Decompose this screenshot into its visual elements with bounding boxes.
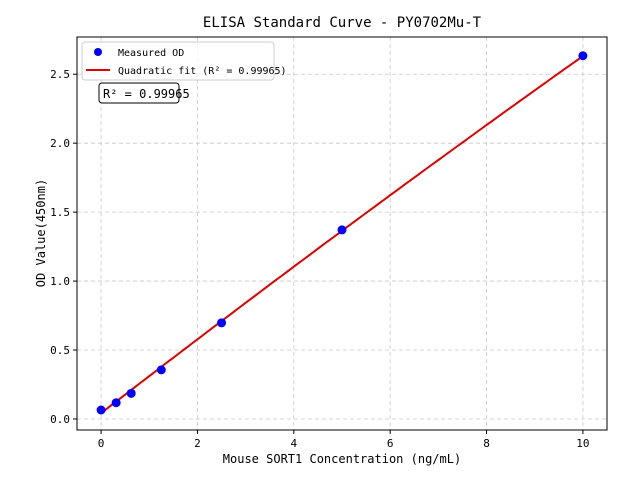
y-tick-label: 2.5 <box>50 68 70 81</box>
x-tick-label: 8 <box>483 437 490 450</box>
grid <box>77 37 607 430</box>
data-point <box>111 398 121 408</box>
points-layer <box>96 51 588 415</box>
y-tick-label: 1.0 <box>50 275 70 288</box>
x-axis-label: Mouse SORT1 Concentration (ng/mL) <box>223 452 461 466</box>
legend-marker-measured <box>94 48 102 56</box>
y-tick-label: 0.0 <box>50 413 70 426</box>
x-tick-label: 6 <box>387 437 394 450</box>
y-tick-label: 2.0 <box>50 137 70 150</box>
legend-label-measured: Measured OD <box>118 48 184 59</box>
fit-line <box>100 55 584 414</box>
legend-label-fit: Quadratic fit (R² = 0.99965) <box>118 66 287 77</box>
y-tick-label: 1.5 <box>50 206 70 219</box>
data-point <box>96 405 106 415</box>
legend-box <box>81 41 275 81</box>
data-point <box>156 365 166 375</box>
data-point <box>578 51 588 61</box>
legend: Measured OD Quadratic fit (R² = 0.99965) <box>81 41 287 81</box>
y-tick-label: 0.5 <box>50 344 70 357</box>
x-tick-label: 2 <box>194 437 201 450</box>
r2-annotation-box <box>98 82 180 104</box>
x-tick-label: 10 <box>576 437 589 450</box>
data-point <box>126 388 136 398</box>
x-tick-label: 0 <box>98 437 105 450</box>
data-point <box>337 225 347 235</box>
r2-annotation-text: R² = 0.99965 <box>103 87 190 101</box>
y-axis-label: OD Value(450nm) <box>34 179 48 287</box>
chart-title: ELISA Standard Curve - PY0702Mu-T <box>203 15 482 31</box>
x-tick-label: 4 <box>291 437 298 450</box>
plot-frame <box>76 36 608 431</box>
y-axis: 0.0 0.5 1.0 1.5 2.0 2.5 <box>50 68 77 426</box>
x-axis: 0 2 4 6 8 10 <box>98 430 590 450</box>
data-point <box>217 318 227 328</box>
fit-line-layer <box>100 55 584 414</box>
r2-annotation: R² = 0.99965 <box>98 82 190 104</box>
